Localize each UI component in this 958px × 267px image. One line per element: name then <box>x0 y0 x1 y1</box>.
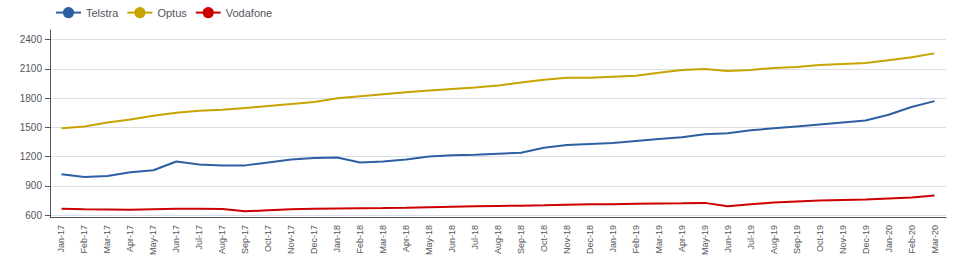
svg-text:May-18: May-18 <box>424 225 434 255</box>
svg-text:Aug-18: Aug-18 <box>493 225 503 254</box>
svg-text:Jul-17: Jul-17 <box>194 225 204 250</box>
svg-text:Jul-19: Jul-19 <box>746 225 756 250</box>
svg-text:May-17: May-17 <box>148 225 158 255</box>
svg-text:Dec-18: Dec-18 <box>585 225 595 254</box>
svg-text:Feb-18: Feb-18 <box>355 225 365 254</box>
svg-text:Jan-19: Jan-19 <box>608 225 618 253</box>
svg-text:Nov-17: Nov-17 <box>286 225 296 254</box>
svg-text:Oct-17: Oct-17 <box>263 225 273 252</box>
svg-text:Nov-19: Nov-19 <box>838 225 848 254</box>
svg-text:Mar-18: Mar-18 <box>378 225 388 254</box>
svg-text:Jan-18: Jan-18 <box>332 225 342 253</box>
svg-text:Oct-19: Oct-19 <box>815 225 825 252</box>
svg-text:Vodafone: Vodafone <box>226 7 273 19</box>
svg-text:Jan-20: Jan-20 <box>884 225 894 253</box>
svg-text:Apr-17: Apr-17 <box>125 225 135 252</box>
svg-text:Dec-19: Dec-19 <box>861 225 871 254</box>
svg-text:Jun-17: Jun-17 <box>171 225 181 253</box>
svg-text:Sep-19: Sep-19 <box>792 225 802 254</box>
svg-text:Oct-18: Oct-18 <box>539 225 549 252</box>
svg-text:Feb-20: Feb-20 <box>907 225 917 254</box>
svg-text:Mar-20: Mar-20 <box>930 225 940 254</box>
svg-text:600: 600 <box>25 210 42 221</box>
svg-text:Jul-18: Jul-18 <box>470 225 480 250</box>
svg-text:Jun-18: Jun-18 <box>447 225 457 253</box>
svg-text:Optus: Optus <box>157 7 187 19</box>
svg-text:Sep-18: Sep-18 <box>516 225 526 254</box>
svg-text:Jun-19: Jun-19 <box>723 225 733 253</box>
svg-text:Mar-19: Mar-19 <box>654 225 664 254</box>
svg-text:900: 900 <box>25 180 42 191</box>
svg-text:Dec-17: Dec-17 <box>309 225 319 254</box>
svg-text:Feb-17: Feb-17 <box>79 225 89 254</box>
svg-text:1500: 1500 <box>20 122 43 133</box>
svg-text:2400: 2400 <box>20 34 43 45</box>
svg-text:Mar-17: Mar-17 <box>102 225 112 254</box>
svg-text:Apr-18: Apr-18 <box>401 225 411 252</box>
svg-text:1200: 1200 <box>20 151 43 162</box>
svg-text:Sep-17: Sep-17 <box>240 225 250 254</box>
svg-text:Nov-18: Nov-18 <box>562 225 572 254</box>
svg-text:Aug-19: Aug-19 <box>769 225 779 254</box>
svg-text:Telstra: Telstra <box>86 7 119 19</box>
svg-text:Apr-19: Apr-19 <box>677 225 687 252</box>
svg-text:May-19: May-19 <box>700 225 710 255</box>
svg-text:1800: 1800 <box>20 93 43 104</box>
svg-text:Feb-19: Feb-19 <box>631 225 641 254</box>
svg-text:2100: 2100 <box>20 63 43 74</box>
svg-text:Aug-17: Aug-17 <box>217 225 227 254</box>
svg-text:Jan-17: Jan-17 <box>56 225 66 253</box>
